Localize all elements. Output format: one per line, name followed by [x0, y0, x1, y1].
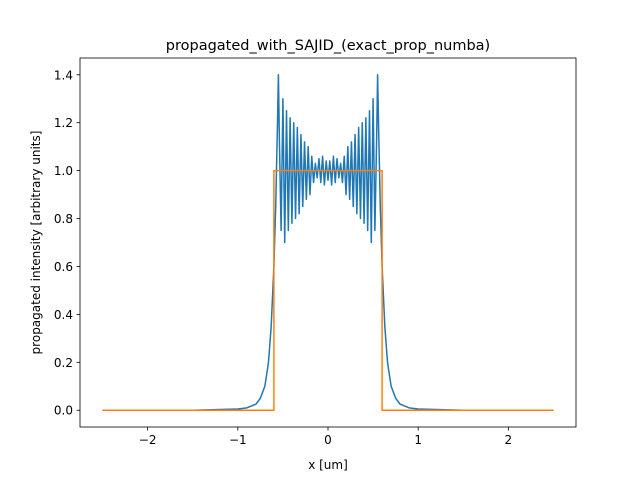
y-tick-label: 0.2	[54, 356, 73, 370]
x-tick-label: 0	[324, 433, 332, 447]
series-layer	[102, 74, 554, 411]
x-axis: −2 −1 0 1 2	[139, 427, 512, 447]
y-tick-label: 1.4	[54, 68, 73, 82]
y-tick-label: 0.4	[54, 308, 73, 322]
series-line-0	[102, 74, 554, 411]
y-axis: 0.0 0.2 0.4 0.6 0.8 1.0 1.2 1.4	[54, 68, 80, 418]
y-tick-label: 0.6	[54, 260, 73, 274]
y-tick-label: 1.0	[54, 164, 73, 178]
plot-frame	[79, 57, 577, 428]
series-line-1	[102, 169, 554, 411]
y-tick-label: 0.8	[54, 212, 73, 226]
x-tick-label: 1	[414, 433, 422, 447]
x-tick-label: −1	[229, 433, 247, 447]
x-axis-label: x [um]	[308, 458, 348, 472]
y-tick-label: 0.0	[54, 404, 73, 418]
chart-title: propagated_with_SAJID_(exact_prop_numba)	[166, 38, 490, 54]
x-tick-label: 2	[505, 433, 513, 447]
x-tick-label: −2	[139, 433, 157, 447]
y-axis-label: propagated intensity [arbitrary units]	[29, 131, 43, 355]
y-tick-label: 1.2	[54, 116, 73, 130]
